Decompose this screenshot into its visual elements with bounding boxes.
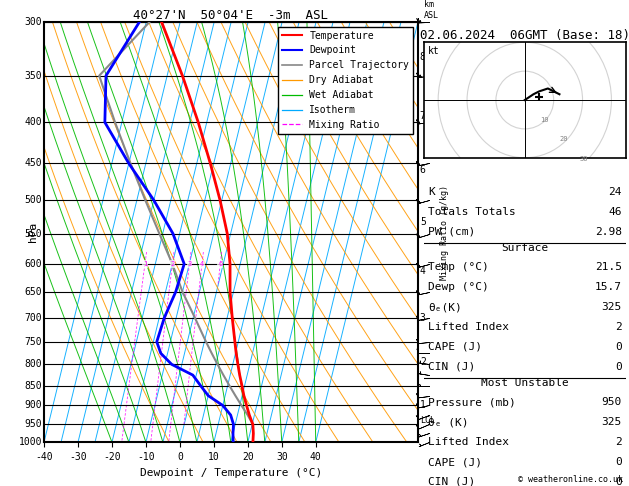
- Text: 950: 950: [25, 419, 42, 429]
- Text: © weatheronline.co.uk: © weatheronline.co.uk: [518, 474, 623, 484]
- Text: CIN (J): CIN (J): [428, 362, 475, 372]
- Text: 46: 46: [608, 207, 622, 217]
- Text: 3: 3: [420, 312, 426, 323]
- Text: km
ASL: km ASL: [423, 0, 438, 20]
- Text: 325: 325: [601, 302, 622, 312]
- Text: 0: 0: [615, 457, 622, 467]
- Text: 400: 400: [25, 117, 42, 127]
- Text: 2: 2: [615, 322, 622, 332]
- Text: 1000: 1000: [19, 437, 42, 447]
- Text: Lifted Index: Lifted Index: [428, 322, 509, 332]
- Text: 5: 5: [420, 217, 426, 227]
- Text: 850: 850: [25, 381, 42, 391]
- Text: Lifted Index: Lifted Index: [428, 437, 509, 447]
- Text: 2: 2: [420, 357, 426, 367]
- Title: 40°27'N  50°04'E  -3m  ASL: 40°27'N 50°04'E -3m ASL: [133, 9, 328, 22]
- Text: K: K: [428, 187, 435, 197]
- Text: 3: 3: [187, 261, 192, 267]
- Text: Most Unstable: Most Unstable: [481, 378, 569, 387]
- Text: 21.5: 21.5: [595, 262, 622, 273]
- Legend: Temperature, Dewpoint, Parcel Trajectory, Dry Adiabat, Wet Adiabat, Isotherm, Mi: Temperature, Dewpoint, Parcel Trajectory…: [278, 27, 413, 134]
- Text: CAPE (J): CAPE (J): [428, 457, 482, 467]
- Text: CIN (J): CIN (J): [428, 477, 475, 486]
- Text: kt: kt: [428, 46, 440, 56]
- Text: 325: 325: [601, 417, 622, 427]
- Text: 1: 1: [143, 261, 147, 267]
- Text: 6: 6: [218, 261, 223, 267]
- Text: 20: 20: [560, 136, 569, 142]
- Text: 600: 600: [25, 259, 42, 269]
- Text: 2.98: 2.98: [595, 226, 622, 237]
- Text: 4: 4: [200, 261, 204, 267]
- Text: 10: 10: [540, 117, 548, 122]
- Text: 15.7: 15.7: [595, 282, 622, 292]
- X-axis label: Dewpoint / Temperature (°C): Dewpoint / Temperature (°C): [140, 468, 322, 478]
- Text: 1: 1: [420, 399, 426, 410]
- Text: 350: 350: [25, 70, 42, 81]
- Text: 24: 24: [608, 187, 622, 197]
- Text: 650: 650: [25, 287, 42, 297]
- Text: θₑ (K): θₑ (K): [428, 417, 468, 427]
- Text: 2: 2: [615, 437, 622, 447]
- Text: 900: 900: [25, 400, 42, 411]
- Text: Surface: Surface: [501, 243, 548, 253]
- Text: 950: 950: [601, 398, 622, 407]
- Text: Temp (°C): Temp (°C): [428, 262, 489, 273]
- Text: Dewp (°C): Dewp (°C): [428, 282, 489, 292]
- Text: 0: 0: [615, 362, 622, 372]
- Text: 300: 300: [25, 17, 42, 27]
- Text: 700: 700: [25, 312, 42, 323]
- Text: 30: 30: [579, 156, 588, 162]
- Text: 2: 2: [170, 261, 175, 267]
- Text: 750: 750: [25, 337, 42, 347]
- Text: 0: 0: [615, 477, 622, 486]
- Text: 0: 0: [615, 342, 622, 352]
- Text: 4: 4: [420, 266, 426, 277]
- Text: LCL: LCL: [420, 416, 435, 425]
- Text: 6: 6: [420, 165, 426, 175]
- Text: 7: 7: [420, 111, 426, 121]
- Text: Pressure (mb): Pressure (mb): [428, 398, 516, 407]
- Title: 02.06.2024  06GMT (Base: 18): 02.06.2024 06GMT (Base: 18): [420, 29, 629, 42]
- Text: PW (cm): PW (cm): [428, 226, 475, 237]
- Text: Totals Totals: Totals Totals: [428, 207, 516, 217]
- Text: 8: 8: [420, 52, 426, 62]
- Text: θₑ(K): θₑ(K): [428, 302, 462, 312]
- Text: 500: 500: [25, 195, 42, 205]
- Text: 450: 450: [25, 158, 42, 169]
- Text: 800: 800: [25, 359, 42, 369]
- Text: Mixing Ratio (g/kg): Mixing Ratio (g/kg): [440, 185, 448, 279]
- Text: CAPE (J): CAPE (J): [428, 342, 482, 352]
- Text: 550: 550: [25, 228, 42, 239]
- Y-axis label: hPa: hPa: [28, 222, 38, 242]
